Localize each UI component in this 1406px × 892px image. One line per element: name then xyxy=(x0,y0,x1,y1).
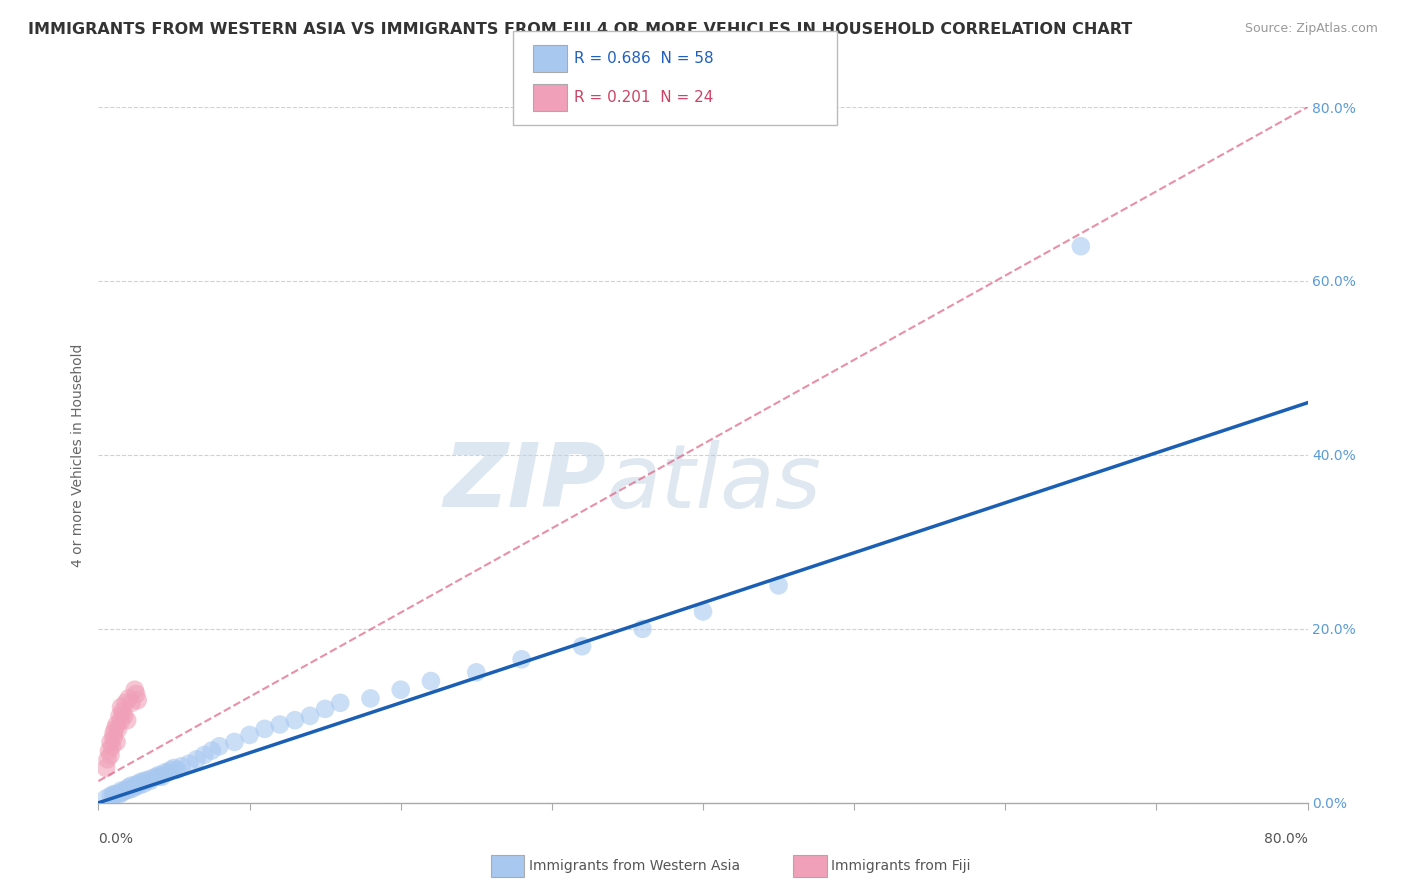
Point xyxy=(510,652,533,666)
Point xyxy=(125,778,148,792)
Point xyxy=(110,785,132,799)
Point xyxy=(329,696,352,710)
Point xyxy=(118,782,141,797)
Point xyxy=(253,722,276,736)
Point xyxy=(100,747,122,762)
Point xyxy=(112,708,135,723)
Point xyxy=(114,696,136,710)
Text: ZIP: ZIP xyxy=(443,439,606,526)
Point xyxy=(465,665,488,680)
Point xyxy=(110,783,132,797)
Point xyxy=(224,735,246,749)
Y-axis label: 4 or more Vehicles in Household: 4 or more Vehicles in Household xyxy=(70,343,84,566)
Text: Source: ZipAtlas.com: Source: ZipAtlas.com xyxy=(1244,22,1378,36)
Point xyxy=(118,691,141,706)
Point xyxy=(108,787,131,801)
Point xyxy=(98,744,121,758)
Point xyxy=(631,622,654,636)
Point xyxy=(114,783,136,797)
Point xyxy=(389,682,412,697)
Point xyxy=(360,691,382,706)
Point xyxy=(128,778,150,792)
Point xyxy=(141,772,163,786)
Point xyxy=(284,713,307,727)
Point xyxy=(177,756,201,771)
Point xyxy=(127,693,149,707)
Point xyxy=(163,761,186,775)
Point xyxy=(111,785,134,799)
Point xyxy=(208,739,231,754)
Text: Immigrants from Western Asia: Immigrants from Western Asia xyxy=(529,859,740,873)
Point xyxy=(1070,239,1092,253)
Point xyxy=(148,768,170,782)
Point xyxy=(186,752,208,766)
Point xyxy=(114,782,136,797)
Point xyxy=(269,717,291,731)
Point xyxy=(156,765,179,780)
Point xyxy=(132,777,155,791)
Point xyxy=(150,770,173,784)
Point xyxy=(299,708,322,723)
Point xyxy=(124,682,146,697)
Point xyxy=(135,773,157,788)
Text: atlas: atlas xyxy=(606,440,821,525)
Point xyxy=(103,731,125,745)
Point xyxy=(103,789,125,803)
Text: Immigrants from Fiji: Immigrants from Fiji xyxy=(831,859,970,873)
Point xyxy=(768,578,790,592)
Point xyxy=(107,722,129,736)
Text: 0.0%: 0.0% xyxy=(98,832,134,846)
Text: 80.0%: 80.0% xyxy=(1264,832,1308,846)
Text: R = 0.201  N = 24: R = 0.201 N = 24 xyxy=(574,90,713,104)
Point xyxy=(193,747,215,762)
Point xyxy=(111,705,134,719)
Point xyxy=(145,770,167,784)
Point xyxy=(105,735,128,749)
Point xyxy=(129,775,152,789)
Point xyxy=(125,687,148,701)
Point xyxy=(110,713,132,727)
Point xyxy=(105,787,128,801)
Point xyxy=(166,763,188,777)
Point xyxy=(96,752,118,766)
Point xyxy=(148,770,170,784)
Point xyxy=(100,735,122,749)
Point xyxy=(160,763,183,777)
Point xyxy=(201,744,224,758)
Point xyxy=(100,789,122,803)
Point xyxy=(108,708,131,723)
Point xyxy=(139,774,162,789)
Point xyxy=(314,702,336,716)
Point xyxy=(104,722,127,736)
Point xyxy=(121,696,143,710)
Point xyxy=(121,778,143,792)
Point xyxy=(118,780,141,794)
Point xyxy=(101,739,124,754)
Point xyxy=(110,700,132,714)
Point xyxy=(419,674,441,689)
Point xyxy=(127,777,149,791)
Point xyxy=(103,787,125,801)
Point xyxy=(170,759,193,773)
Point xyxy=(94,791,117,805)
Text: R = 0.686  N = 58: R = 0.686 N = 58 xyxy=(574,52,713,66)
Point xyxy=(94,761,117,775)
Point xyxy=(103,726,125,740)
Point xyxy=(115,713,138,727)
Point xyxy=(121,781,143,796)
Point xyxy=(571,639,593,653)
Point xyxy=(153,765,176,780)
Text: IMMIGRANTS FROM WESTERN ASIA VS IMMIGRANTS FROM FIJI 4 OR MORE VEHICLES IN HOUSE: IMMIGRANTS FROM WESTERN ASIA VS IMMIGRAN… xyxy=(28,22,1132,37)
Point xyxy=(132,774,155,789)
Point xyxy=(124,780,146,794)
Point xyxy=(105,717,128,731)
Point xyxy=(239,728,262,742)
Point xyxy=(692,605,714,619)
